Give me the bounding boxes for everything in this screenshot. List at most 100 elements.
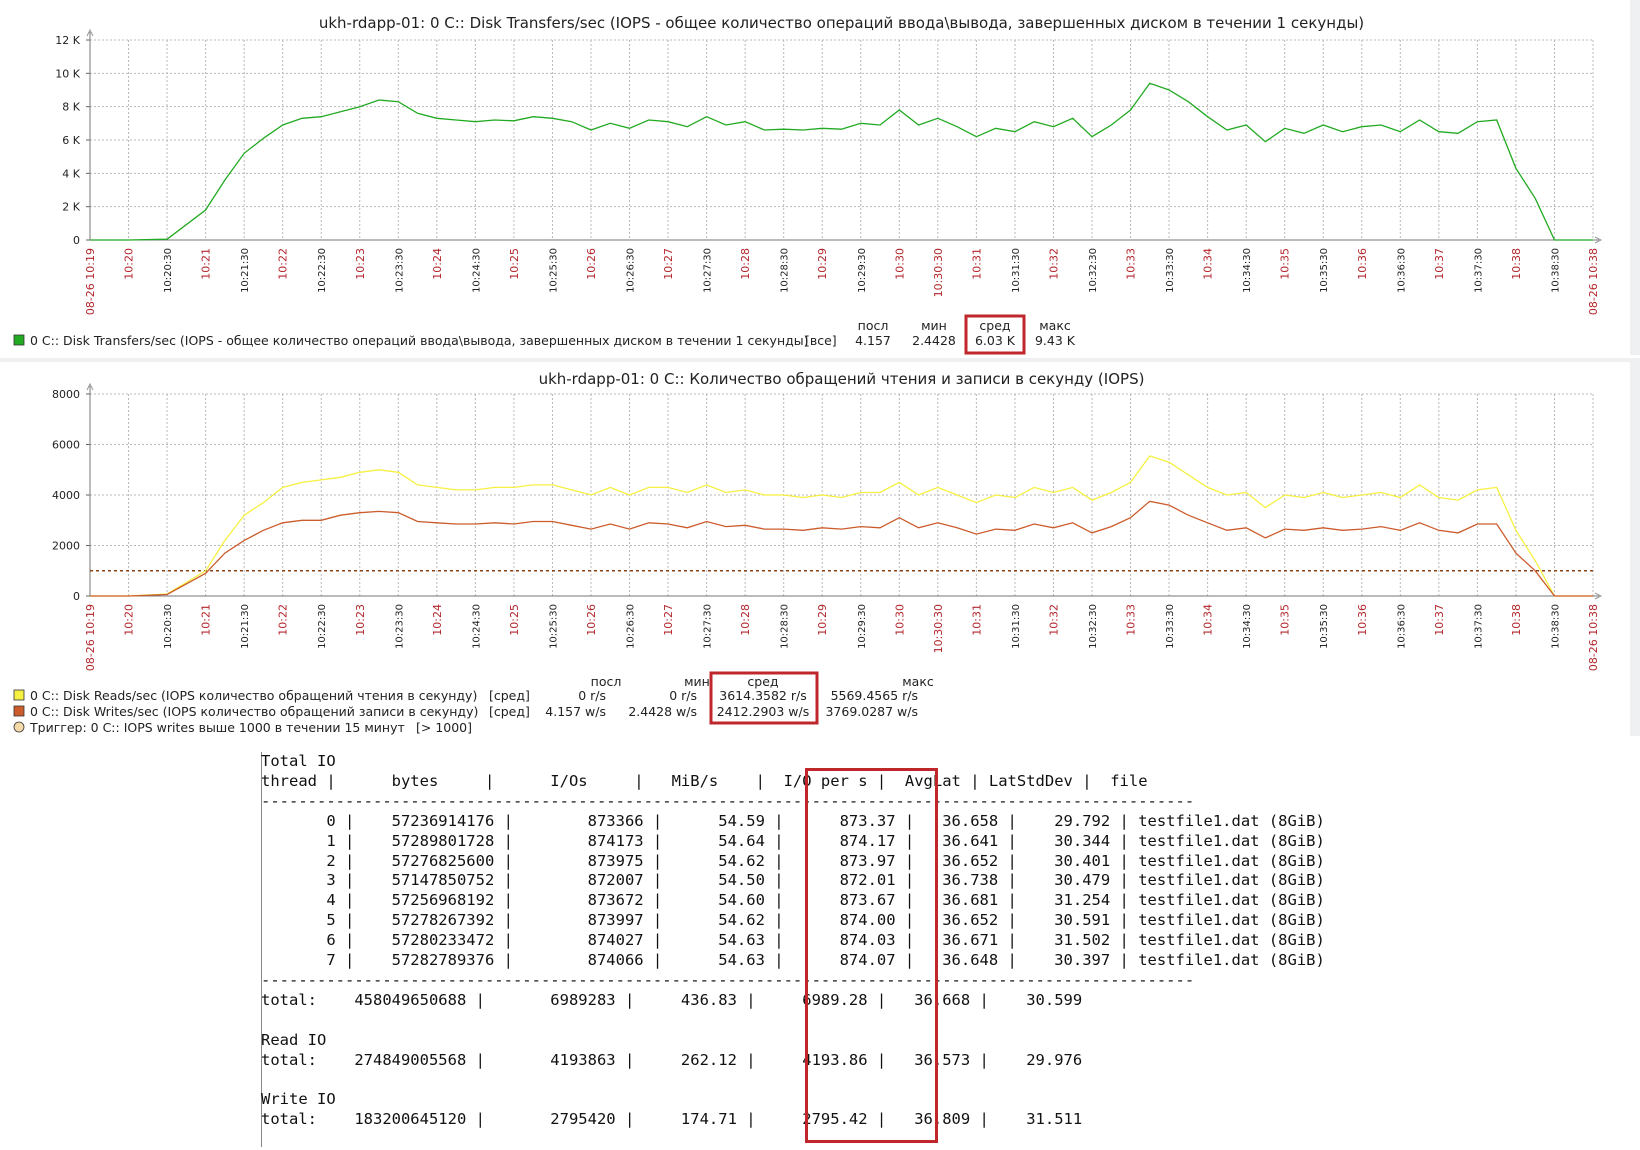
- y-tick-label: 8000: [52, 388, 80, 401]
- legend-scope: [сред]: [489, 688, 530, 703]
- x-tick-label: 10:26:30: [626, 604, 637, 649]
- legend-scope: [сред]: [489, 704, 530, 719]
- x-tick-label: 10:20:30: [163, 248, 174, 293]
- x-tick-label: 10:26:30: [626, 248, 637, 293]
- x-tick-label: 10:38: [1510, 248, 1523, 280]
- x-tick-label: 10:31: [970, 604, 983, 636]
- legend-scope: [все]: [805, 333, 837, 348]
- x-tick-label: 10:34: [1202, 248, 1215, 280]
- y-tick-label: 0: [73, 234, 80, 247]
- x-tick-label: 10:27: [662, 248, 675, 280]
- legend-stat-max: 9.43 K: [1035, 333, 1076, 348]
- x-tick-label: 10:34:30: [1242, 604, 1253, 649]
- x-tick-label: 10:38:30: [1550, 248, 1561, 293]
- x-axis-arrow: [1594, 236, 1603, 244]
- chart-transfers-panel: ukh-rdapp-01: 0 C:: Disk Transfers/sec (…: [0, 0, 1640, 355]
- legend-trigger-label: Триггер: 0 C:: IOPS writes выше 1000 в т…: [29, 720, 405, 735]
- x-tick-label: 10:20:30: [163, 604, 174, 649]
- x-tick-label: 10:37: [1433, 248, 1446, 280]
- x-tick-label: 10:31:30: [1011, 604, 1022, 649]
- x-tick-label: 10:22: [277, 248, 290, 280]
- chart-title: ukh-rdapp-01: 0 C:: Количество обращений…: [539, 370, 1145, 388]
- legend-stat-avg: 2412.2903 w/s: [717, 704, 810, 719]
- iops-column-highlight: [805, 768, 938, 1143]
- x-tick-label: 10:28: [739, 604, 752, 636]
- x-tick-label: 10:25: [508, 248, 521, 280]
- x-tick-label: 10:24: [431, 248, 444, 280]
- x-tick-label: 08-26 10:19: [84, 604, 97, 671]
- legend-header-avg: сред: [747, 674, 778, 689]
- x-tick-label: 10:28:30: [780, 248, 791, 293]
- x-tick-label: 10:33: [1125, 604, 1138, 636]
- x-tick-label: 10:21: [200, 248, 213, 280]
- io-results-text: Total IO thread | bytes | I/Os | MiB/s |…: [261, 752, 1325, 1129]
- x-tick-label: 10:31:30: [1011, 248, 1022, 293]
- x-tick-label: 10:23: [354, 248, 367, 280]
- legend-series-name: 0 C:: Disk Writes/sec (IOPS количество о…: [30, 704, 478, 719]
- x-tick-label: 10:30:30: [932, 248, 945, 297]
- table-left-border: [261, 752, 262, 1147]
- legend-stat-last: 4.157: [855, 333, 891, 348]
- x-tick-label: 10:34:30: [1242, 248, 1253, 293]
- x-tick-label: 10:34: [1202, 604, 1215, 636]
- x-tick-label: 10:38:30: [1550, 604, 1561, 649]
- x-axis-arrow: [1594, 592, 1603, 600]
- y-tick-label: 2 K: [62, 201, 80, 214]
- legend-series-name: 0 C:: Disk Reads/sec (IOPS количество об…: [30, 688, 477, 703]
- x-tick-label: 10:23: [354, 604, 367, 636]
- legend-stat-max: 5569.4565 r/s: [831, 688, 918, 703]
- x-tick-label: 10:21: [200, 604, 213, 636]
- x-tick-label: 10:36: [1356, 248, 1369, 280]
- x-tick-label: 10:25:30: [548, 248, 559, 293]
- y-tick-label: 10 K: [55, 67, 80, 80]
- x-tick-label: 10:30: [893, 604, 906, 636]
- x-tick-label: 10:36:30: [1396, 248, 1407, 293]
- y-axis-arrow: [86, 28, 94, 37]
- legend-header-max: макс: [1039, 318, 1071, 333]
- legend-stat-min: 0 r/s: [669, 688, 697, 703]
- legend-series-name: 0 C:: Disk Transfers/sec (IOPS - общее к…: [30, 333, 809, 348]
- x-tick-label: 10:22:30: [317, 604, 328, 649]
- legend-swatch: [13, 334, 25, 346]
- legend-stat-max: 3769.0287 w/s: [825, 704, 918, 719]
- x-tick-label: 10:29: [816, 248, 829, 280]
- series-line-2: [90, 500, 1593, 597]
- x-tick-label: 10:33: [1125, 248, 1138, 280]
- x-tick-label: 10:29: [816, 604, 829, 636]
- legend-stat-min: 2.4428 w/s: [628, 704, 697, 719]
- y-tick-label: 6 K: [62, 134, 80, 147]
- y-tick-label: 2000: [52, 540, 80, 553]
- x-tick-label: 10:32: [1047, 604, 1060, 636]
- x-tick-label: 10:37: [1433, 604, 1446, 636]
- x-tick-label: 10:26: [585, 604, 598, 636]
- x-tick-label: 10:21:30: [240, 248, 251, 293]
- x-tick-label: 10:32:30: [1088, 604, 1099, 649]
- x-tick-label: 10:24:30: [471, 604, 482, 649]
- avg-column-highlight: [709, 671, 819, 725]
- legend-stat-last: 0 r/s: [578, 688, 606, 703]
- avg-column-highlight: [964, 314, 1026, 355]
- x-tick-label: 10:32: [1047, 248, 1060, 280]
- legend-header-avg: сред: [979, 318, 1010, 333]
- x-tick-label: 08-26 10:38: [1587, 248, 1600, 315]
- y-tick-label: 12 K: [55, 34, 80, 47]
- x-tick-label: 10:35:30: [1319, 604, 1330, 649]
- x-tick-label: 10:24: [431, 604, 444, 636]
- x-tick-label: 10:28: [739, 248, 752, 280]
- x-tick-label: 10:29:30: [857, 248, 868, 293]
- chart-transfers: ukh-rdapp-01: 0 C:: Disk Transfers/sec (…: [13, 14, 1603, 355]
- x-tick-label: 10:30: [893, 248, 906, 280]
- y-tick-label: 8 K: [62, 101, 80, 114]
- legend-header-min: мин: [684, 674, 710, 689]
- x-tick-label: 10:37:30: [1473, 604, 1484, 649]
- legend-swatch: [13, 705, 25, 717]
- y-tick-label: 0: [73, 590, 80, 603]
- x-tick-label: 10:20: [123, 248, 136, 280]
- x-tick-label: 10:26: [585, 248, 598, 280]
- x-tick-label: 10:30:30: [932, 604, 945, 653]
- legend-trigger-marker: [13, 721, 25, 733]
- legend-stat-last: 4.157 w/s: [545, 704, 606, 719]
- x-tick-label: 10:28:30: [780, 604, 791, 649]
- x-tick-label: 10:25:30: [548, 604, 559, 649]
- x-tick-label: 10:20: [123, 604, 136, 636]
